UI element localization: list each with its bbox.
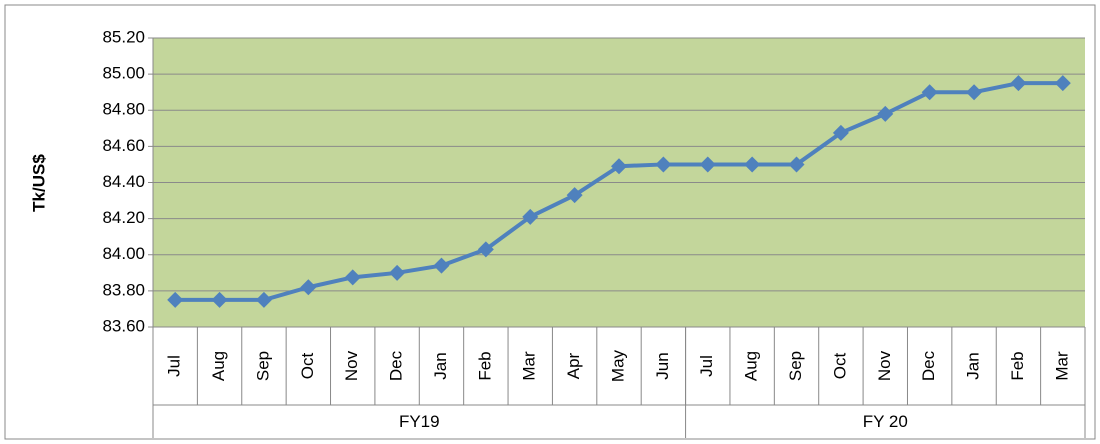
y-tick-label: 83.80 (102, 280, 145, 299)
y-tick-label: 84.20 (102, 208, 145, 227)
y-tick-label: 84.40 (102, 172, 145, 191)
y-tick-label: 84.60 (102, 136, 145, 155)
marker (522, 208, 539, 225)
x-tick-label: Feb (475, 351, 494, 380)
x-tick-label: Feb (1008, 351, 1027, 380)
marker (788, 156, 805, 173)
marker (389, 264, 406, 281)
marker (1010, 75, 1027, 92)
x-tick-label: Dec (919, 350, 938, 381)
y-tick-label: 84.80 (102, 100, 145, 119)
x-tick-label: Jul (165, 355, 184, 377)
group-label: FY19 (399, 412, 440, 431)
x-tick-label: Jan (964, 352, 983, 379)
marker (832, 124, 849, 141)
y-tick-label: 84.00 (102, 244, 145, 263)
x-tick-label: Mar (520, 351, 539, 381)
marker (255, 291, 272, 308)
x-tick-label: Jun (653, 352, 672, 379)
marker (300, 279, 317, 296)
marker (344, 269, 361, 286)
marker (167, 291, 184, 308)
x-tick-label: Jul (697, 355, 716, 377)
x-tick-label: May (608, 349, 627, 382)
marker (744, 156, 761, 173)
x-tick-label: Nov (342, 350, 361, 381)
x-tick-label: Aug (209, 351, 228, 381)
x-tick-label: Mar (1052, 351, 1071, 381)
x-tick-label: Oct (298, 353, 317, 380)
marker (655, 156, 672, 173)
x-tick-label: Sep (253, 351, 272, 381)
x-tick-label: Apr (564, 352, 583, 379)
x-tick-label: Aug (742, 351, 761, 381)
marker (211, 291, 228, 308)
marker (1054, 75, 1071, 92)
marker (611, 158, 627, 175)
x-tick-label: Dec (387, 350, 406, 381)
x-tick-label: Jan (431, 352, 450, 379)
y-axis-title: Tk/US$ (29, 154, 48, 212)
marker (699, 156, 716, 173)
marker (966, 84, 983, 101)
marker (566, 187, 583, 204)
y-tick-label: 85.20 (102, 27, 145, 46)
x-tick-label: Sep (786, 351, 805, 381)
marker (433, 257, 450, 274)
group-label: FY 20 (863, 412, 908, 431)
marker (877, 105, 894, 122)
x-tick-label: Nov (875, 350, 894, 381)
marker (477, 241, 494, 258)
marker (921, 84, 938, 101)
y-tick-label: 85.00 (102, 64, 145, 83)
y-tick-label: 83.60 (102, 316, 145, 335)
x-tick-label: Oct (830, 353, 849, 380)
